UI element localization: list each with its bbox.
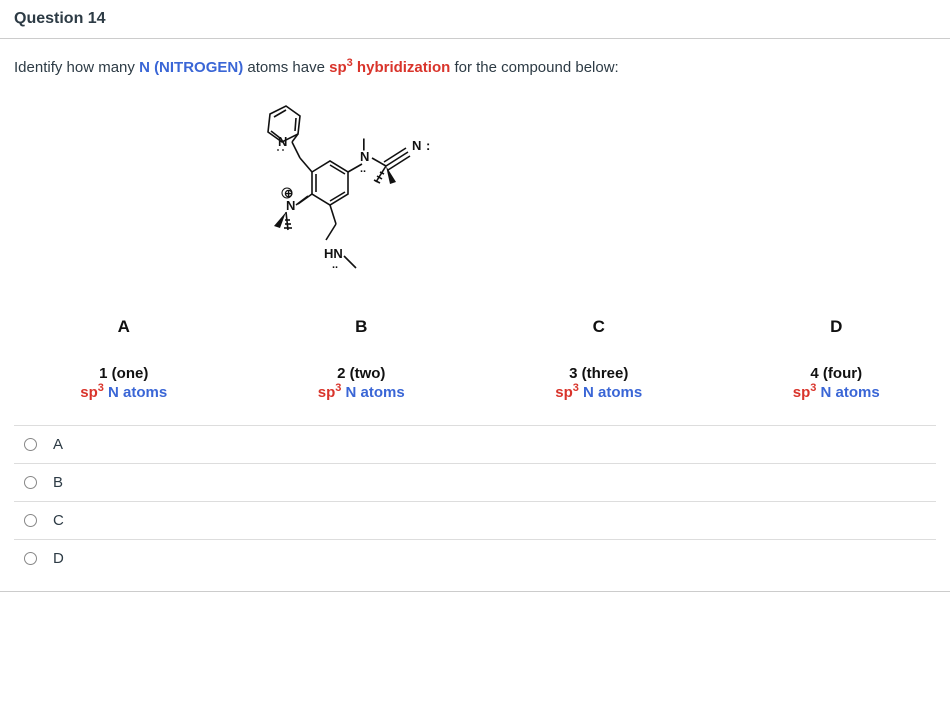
sp-text: sp (318, 384, 336, 401)
answer-letter: A (54, 317, 194, 337)
sp-text: sp (555, 384, 573, 401)
option-a[interactable]: A (14, 425, 936, 463)
nitrogen-word: N (NITROGEN) (139, 59, 243, 76)
question-box: Question 14 Identify how many N (NITROGE… (0, 0, 950, 592)
n-atoms: N atoms (104, 384, 167, 401)
option-b[interactable]: B (14, 463, 936, 501)
option-c[interactable]: C (14, 501, 936, 539)
answer-letter: B (292, 317, 432, 337)
radio-icon[interactable] (24, 476, 37, 489)
iminium-n-label: N (286, 198, 295, 213)
option-label: B (53, 474, 63, 491)
answer-letter: D (767, 317, 907, 337)
nitrile-n-label: N (412, 138, 421, 153)
sp-text: sp (793, 384, 811, 401)
molecule-svg: N N ⊕ HN .. (214, 84, 474, 284)
option-label: D (53, 550, 64, 567)
options-list: A B C D (0, 417, 950, 591)
answer-sp: sp3 N atoms (292, 382, 432, 401)
benzene-ring (312, 161, 348, 205)
answer-count: 1 (one) (54, 365, 194, 382)
radio-icon[interactable] (24, 438, 37, 451)
question-body: Identify how many N (NITROGEN) atoms hav… (0, 39, 950, 417)
plus-sign: ⊕ (284, 188, 293, 200)
answer-sp: sp3 N atoms (529, 382, 669, 401)
answers-row: A 1 (one) sp3 N atoms B 2 (two) sp3 N at… (14, 311, 936, 407)
linker-n-label: N (360, 149, 369, 164)
answer-col-d: D 4 (four) sp3 N atoms (767, 317, 907, 401)
option-label: C (53, 512, 64, 529)
bar-label: | (362, 136, 366, 151)
sp3-label: sp3 hybridization (329, 59, 454, 76)
answer-col-a: A 1 (one) sp3 N atoms (54, 317, 194, 401)
radio-icon[interactable] (24, 514, 37, 527)
option-label: A (53, 436, 63, 453)
prompt-suffix: for the compound below: (454, 59, 618, 76)
n-atoms: N atoms (579, 384, 642, 401)
answer-col-c: C 3 (three) sp3 N atoms (529, 317, 669, 401)
sp-text: sp (329, 59, 347, 76)
answer-count: 4 (four) (767, 365, 907, 382)
sp-text: sp (80, 384, 98, 401)
hybrid-word: hybridization (353, 59, 451, 76)
answer-col-b: B 2 (two) sp3 N atoms (292, 317, 432, 401)
prompt-mid: atoms have (247, 59, 329, 76)
nitrile-colon: : (426, 138, 430, 153)
molecule-diagram: N N ⊕ HN .. (14, 84, 936, 289)
radio-icon[interactable] (24, 552, 37, 565)
n-atoms: N atoms (341, 384, 404, 401)
option-d[interactable]: D (14, 539, 936, 577)
answer-sp: sp3 N atoms (767, 382, 907, 401)
hn-dots: .. (332, 259, 338, 271)
answer-count: 2 (two) (292, 365, 432, 382)
pyridine-n-label: N (278, 134, 287, 149)
n-atoms: N atoms (816, 384, 879, 401)
question-header: Question 14 (0, 0, 950, 39)
answer-letter: C (529, 317, 669, 337)
answer-sp: sp3 N atoms (54, 382, 194, 401)
linker-n-dots: .. (360, 163, 366, 175)
prompt: Identify how many N (NITROGEN) atoms hav… (14, 57, 936, 76)
answer-count: 3 (three) (529, 365, 669, 382)
prompt-prefix: Identify how many (14, 59, 139, 76)
